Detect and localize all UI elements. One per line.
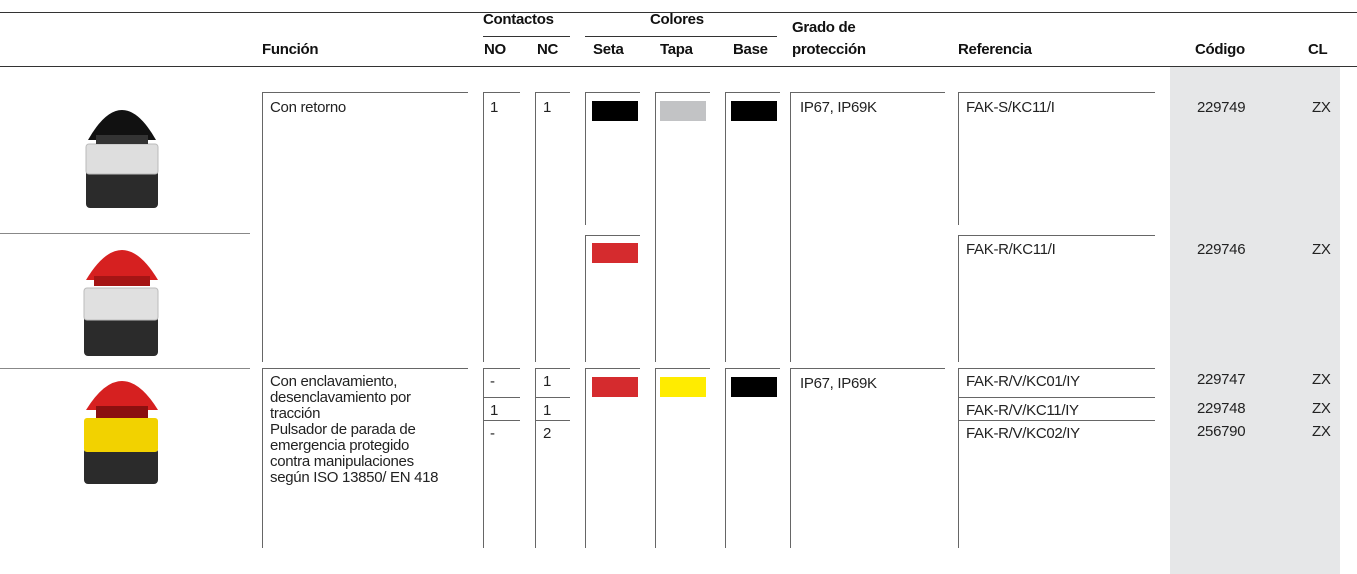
red-button-image: [83, 250, 159, 356]
image-separator: [0, 233, 250, 234]
cell-border: [483, 397, 520, 420]
reference: FAK-R/V/KC11/IY: [966, 402, 1079, 419]
reference: FAK-S/KC11/I: [966, 99, 1055, 116]
reference: FAK-R/V/KC02/IY: [966, 425, 1080, 442]
cell-border: [725, 92, 780, 362]
code: 229749: [1197, 99, 1246, 116]
contact-no: 1: [490, 402, 499, 419]
code: 229747: [1197, 371, 1246, 388]
reference: FAK-R/V/KC01/IY: [966, 373, 1080, 390]
cell-border: [585, 235, 640, 362]
group-rule: [483, 36, 570, 37]
column-header: Tapa: [660, 41, 693, 58]
cell-border: [585, 368, 640, 548]
column-header: Código: [1195, 41, 1245, 58]
cell-border: [790, 368, 945, 548]
cl: ZX: [1312, 371, 1331, 388]
cl: ZX: [1312, 241, 1331, 258]
color-swatch: [660, 377, 706, 397]
color-swatch: [592, 243, 638, 263]
cl: ZX: [1312, 423, 1331, 440]
contact-no: -: [490, 425, 495, 442]
cell-border: [958, 420, 1155, 548]
cell-border: [535, 368, 570, 397]
function-text: Pulsador de parada de: [270, 421, 416, 438]
cell-border: [725, 368, 780, 548]
cell-border: [535, 420, 570, 548]
header-bottom-rule: [0, 66, 1357, 67]
column-header: Grado de: [792, 19, 856, 36]
cell-border: [655, 368, 710, 548]
column-header: Seta: [593, 41, 624, 58]
group-header: Colores: [650, 11, 704, 28]
function-text: Con retorno: [270, 99, 346, 116]
reference: FAK-R/KC11/I: [966, 241, 1056, 258]
cell-border: [535, 397, 570, 420]
function-text: desenclavamiento por: [270, 389, 411, 406]
cell-border: [958, 397, 1155, 420]
cell-border: [262, 92, 468, 362]
color-swatch: [592, 101, 638, 121]
cell-border: [483, 420, 520, 548]
protection: IP67, IP69K: [800, 375, 877, 392]
color-swatch: [731, 377, 777, 397]
column-header: NO: [484, 41, 506, 58]
black-button-image: [85, 110, 159, 208]
group-header: Contactos: [483, 11, 554, 28]
contact-no: 1: [490, 99, 499, 116]
column-header: Función: [262, 41, 319, 58]
code: 256790: [1197, 423, 1246, 440]
contact-no: -: [490, 373, 495, 390]
color-swatch: [592, 377, 638, 397]
cell-border: [958, 235, 1155, 362]
cl: ZX: [1312, 99, 1331, 116]
function-text: emergencia protegido: [270, 437, 410, 454]
function-text: Con enclavamiento,: [270, 373, 398, 390]
protection: IP67, IP69K: [800, 99, 877, 116]
column-header: CL: [1308, 41, 1328, 58]
cell-border: [958, 92, 1155, 225]
cell-border: [483, 368, 520, 397]
function-text: contra manipulaciones: [270, 453, 414, 470]
group-rule: [585, 36, 777, 37]
contact-nc: 1: [543, 99, 552, 116]
cell-border: [585, 92, 640, 225]
header-top-rule: [0, 12, 1357, 13]
cell-border: [262, 368, 468, 548]
function-text: según ISO 13850/ EN 418: [270, 469, 439, 486]
contact-nc: 1: [543, 402, 552, 419]
code: 229746: [1197, 241, 1246, 258]
column-header: protección: [792, 41, 866, 58]
color-swatch: [660, 101, 706, 121]
column-header: NC: [537, 41, 559, 58]
cell-border: [655, 92, 710, 362]
product-images: [83, 110, 159, 484]
emergency-button-image: [84, 381, 158, 484]
contact-nc: 1: [543, 373, 552, 390]
cl: ZX: [1312, 400, 1331, 417]
code-column-shade: [1170, 66, 1340, 574]
cell-border: [790, 92, 945, 362]
cell-border: [483, 92, 520, 362]
column-header: Referencia: [958, 41, 1032, 58]
cell-border: [958, 368, 1155, 397]
image-separator: [0, 368, 250, 369]
function-text: tracción: [270, 405, 321, 422]
code: 229748: [1197, 400, 1246, 417]
column-header: Base: [733, 41, 768, 58]
cell-border: [535, 92, 570, 362]
color-swatch: [731, 101, 777, 121]
contact-nc: 2: [543, 425, 552, 442]
